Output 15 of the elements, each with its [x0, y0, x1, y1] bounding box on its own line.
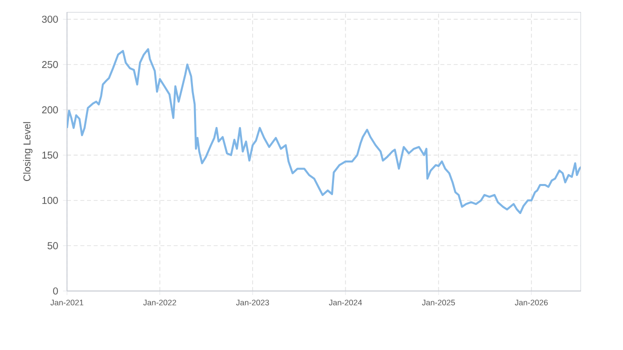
x-tick-label: Jan-2023 [236, 300, 269, 306]
line-series [67, 48, 582, 214]
y-tick-label: 150 [42, 152, 58, 159]
y-tick-label: 300 [42, 16, 58, 23]
x-tick-label: Jan-2021 [50, 300, 84, 306]
y-tick-label: 0 [53, 287, 58, 295]
x-tick-label: Jan-2025 [422, 300, 455, 306]
y-tick-label: 100 [42, 196, 58, 204]
y-tick-label: 250 [42, 60, 58, 68]
y-axis-title: Closing Level [23, 122, 32, 182]
x-tick-label: Jan-2022 [143, 300, 176, 306]
y-tick-label: 50 [48, 242, 58, 250]
y-tick-label: 200 [42, 106, 58, 114]
x-tick-label: Jan-2026 [514, 300, 548, 306]
x-tick-label: Jan-2024 [328, 300, 362, 306]
